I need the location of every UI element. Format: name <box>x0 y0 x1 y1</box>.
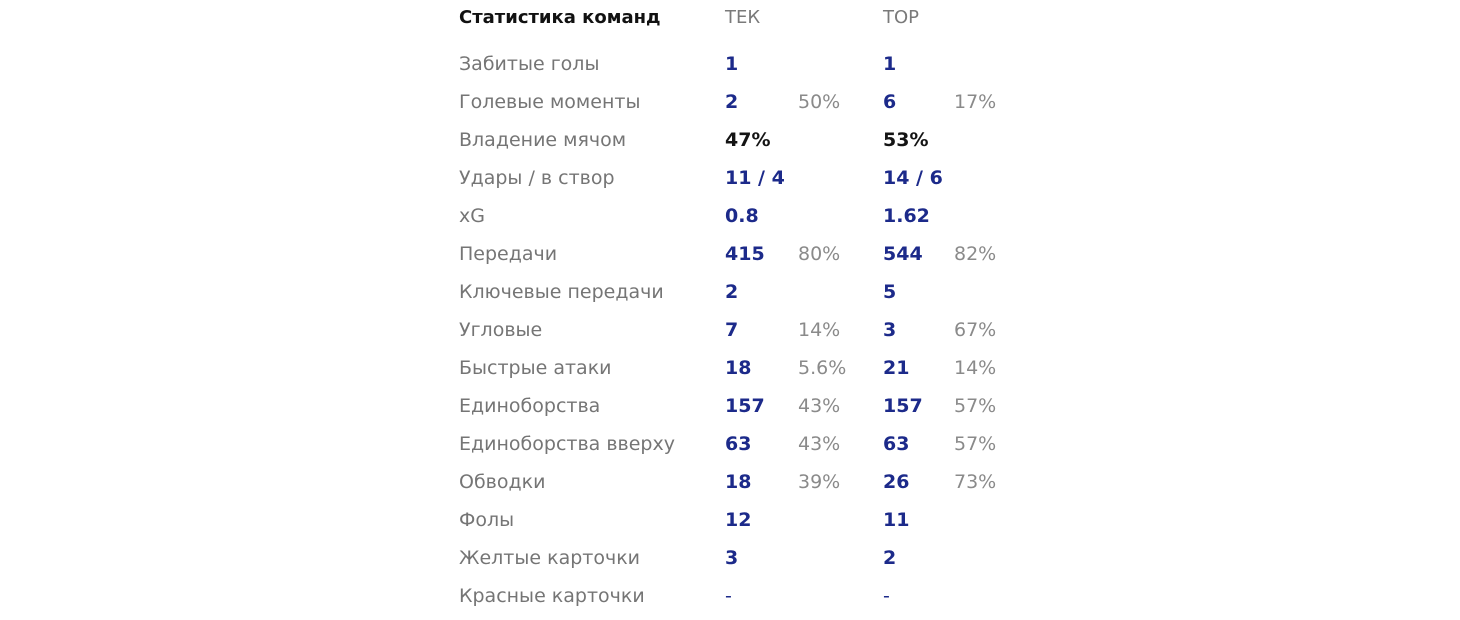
team2-value: 14 / 6 <box>883 167 943 189</box>
stat-row-shots: Удары / в створ 11 / 4 14 / 6 <box>459 159 1019 197</box>
team2-value: 1.62 <box>883 205 930 227</box>
team1-value: 2 <box>725 281 739 303</box>
team1-value: 18 <box>725 357 752 379</box>
team2-value: 11 <box>883 509 910 531</box>
team1-percent: 39% <box>798 471 841 493</box>
stat-row-key-passes: Ключевые передачи 2 5 <box>459 273 1019 311</box>
stat-label: Голевые моменты <box>459 91 641 113</box>
team2-value: 63 <box>883 433 910 455</box>
stat-row-duels: Единоборства 157 43% 157 57% <box>459 387 1019 425</box>
stat-row-chances: Голевые моменты 2 50% 6 17% <box>459 83 1019 121</box>
stat-label: xG <box>459 205 485 227</box>
stat-label: Красные карточки <box>459 585 645 607</box>
team2-value: - <box>883 585 890 607</box>
team2-percent: 73% <box>954 471 997 493</box>
team1-value: 12 <box>725 509 752 531</box>
team1-percent: 43% <box>798 433 841 455</box>
stat-row-fouls: Фолы 12 11 <box>459 501 1019 539</box>
stat-row-goals: Забитые голы 1 1 <box>459 45 1019 83</box>
team1-value: 1 <box>725 53 739 75</box>
stat-row-xg: xG 0.8 1.62 <box>459 197 1019 235</box>
team1-value: 0.8 <box>725 205 759 227</box>
stat-label: Единоборства вверху <box>459 433 675 455</box>
team2-percent: 57% <box>954 433 997 455</box>
stat-label: Передачи <box>459 243 558 265</box>
stat-label: Угловые <box>459 319 543 341</box>
team1-value: 47% <box>725 129 771 151</box>
stat-label: Желтые карточки <box>459 547 641 569</box>
stat-row-passes: Передачи 415 80% 544 82% <box>459 235 1019 273</box>
team1-percent: 50% <box>798 91 841 113</box>
team1-value: 7 <box>725 319 739 341</box>
stat-label: Владение мячом <box>459 129 627 151</box>
team2-percent: 17% <box>954 91 997 113</box>
team1-percent: 80% <box>798 243 841 265</box>
team2-value: 6 <box>883 91 897 113</box>
team2-percent: 14% <box>954 357 997 379</box>
stat-label: Фолы <box>459 509 515 531</box>
team1-percent: 43% <box>798 395 841 417</box>
team2-name: ТОР <box>883 7 920 28</box>
stat-label: Удары / в створ <box>459 167 615 189</box>
team2-value: 3 <box>883 319 897 341</box>
team-stats-table: Статистика команд ТЕК ТОР Забитые голы 1… <box>459 0 1019 615</box>
team2-value: 21 <box>883 357 910 379</box>
team1-value: 63 <box>725 433 752 455</box>
team2-value: 2 <box>883 547 897 569</box>
stat-row-aerial-duels: Единоборства вверху 63 43% 63 57% <box>459 425 1019 463</box>
team2-percent: 82% <box>954 243 997 265</box>
stat-row-red-cards: Красные карточки - - <box>459 577 1019 615</box>
team2-value: 1 <box>883 53 897 75</box>
stat-label: Ключевые передачи <box>459 281 664 303</box>
team2-value: 544 <box>883 243 923 265</box>
team1-value: 11 / 4 <box>725 167 785 189</box>
team1-percent: 14% <box>798 319 841 341</box>
team1-name: ТЕК <box>725 7 761 28</box>
stat-label: Забитые голы <box>459 53 600 75</box>
team1-value: 18 <box>725 471 752 493</box>
team1-value: 3 <box>725 547 739 569</box>
team2-value: 53% <box>883 129 929 151</box>
stat-row-dribbles: Обводки 18 39% 26 73% <box>459 463 1019 501</box>
stat-label: Единоборства <box>459 395 601 417</box>
stat-label: Обводки <box>459 471 546 493</box>
stat-label: Быстрые атаки <box>459 357 612 379</box>
team2-percent: 57% <box>954 395 997 417</box>
stat-row-yellow-cards: Желтые карточки 3 2 <box>459 539 1019 577</box>
team1-value: 157 <box>725 395 765 417</box>
team1-value: - <box>725 585 732 607</box>
team2-percent: 67% <box>954 319 997 341</box>
team2-value: 26 <box>883 471 910 493</box>
team1-value: 2 <box>725 91 739 113</box>
team2-value: 157 <box>883 395 923 417</box>
stats-header-row: Статистика команд ТЕК ТОР <box>459 0 1019 36</box>
stat-row-fast-attacks: Быстрые атаки 18 5.6% 21 14% <box>459 349 1019 387</box>
stats-title: Статистика команд <box>459 7 661 28</box>
team1-percent: 5.6% <box>798 357 847 379</box>
stat-row-possession: Владение мячом 47% 53% <box>459 121 1019 159</box>
team1-value: 415 <box>725 243 765 265</box>
stat-row-corners: Угловые 7 14% 3 67% <box>459 311 1019 349</box>
team2-value: 5 <box>883 281 897 303</box>
